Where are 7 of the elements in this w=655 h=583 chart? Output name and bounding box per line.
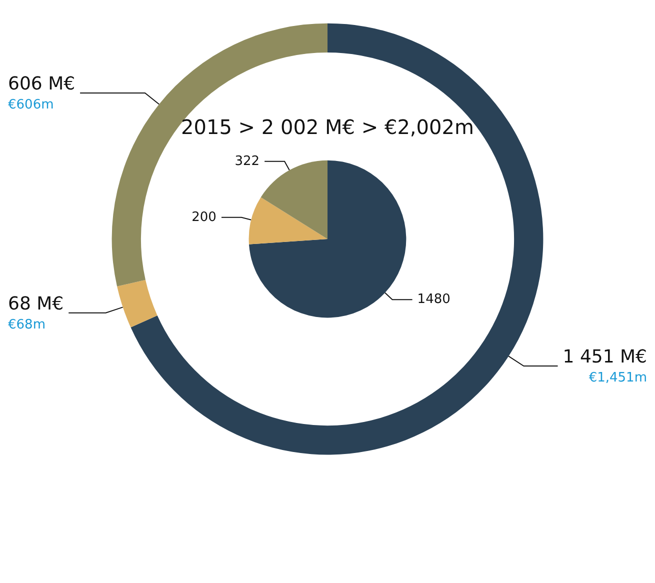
data-label: 1480 bbox=[417, 292, 450, 308]
text: 2015 > 2 002 M€ > €2,002m bbox=[181, 115, 474, 139]
data-label: 322 bbox=[234, 154, 260, 169]
data-label: 606 M€ €606m bbox=[8, 74, 76, 113]
data-label: 1 451 M€ €1,451m bbox=[562, 346, 647, 386]
data-label: 200 bbox=[192, 210, 216, 225]
data-label: 68 M€ €68m bbox=[8, 293, 64, 332]
